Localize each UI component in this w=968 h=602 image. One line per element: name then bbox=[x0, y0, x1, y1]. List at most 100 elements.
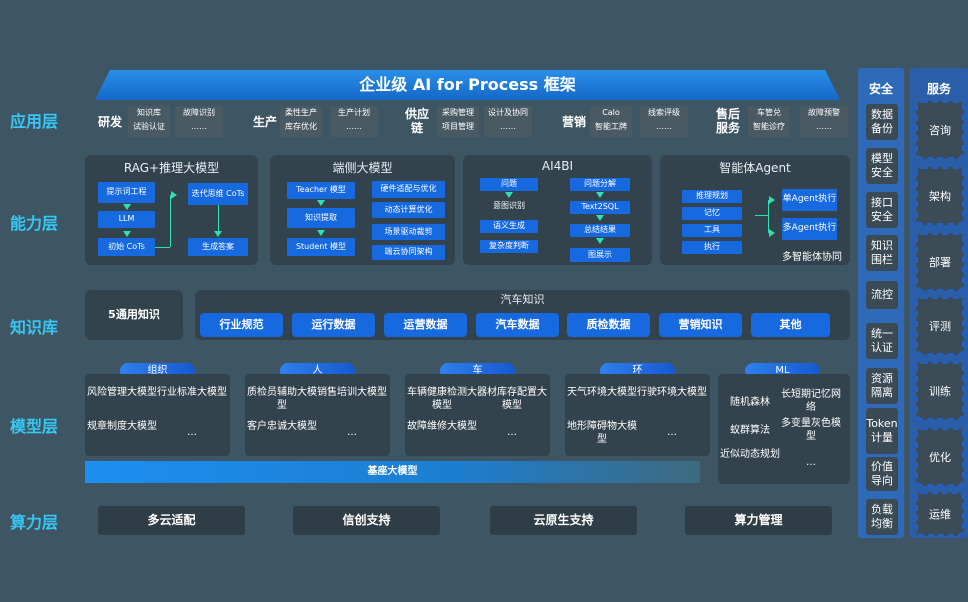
app-scenario-box: 线索评级 …… bbox=[640, 106, 688, 137]
app-scenario-box: Calo 智能工牌 bbox=[590, 106, 632, 137]
rag-llm: LLM bbox=[98, 211, 155, 228]
app-scenario-item: 试验认证 bbox=[133, 122, 165, 131]
app-scenario-item: 设计及协同 bbox=[488, 108, 528, 117]
app-scenario-box: 设计及协同 …… bbox=[484, 106, 532, 137]
app-scenario-item: 线索评级 bbox=[648, 108, 680, 117]
app-scenario-item: 采购管理 bbox=[442, 108, 474, 117]
single-agent: 单Agent执行 bbox=[782, 189, 837, 211]
ml-group: 随机森林 长短期记忆网络 蚁群算法 多变量灰色模型 近似动态规划… bbox=[718, 374, 850, 484]
model-item: 质检员辅助大模型 bbox=[247, 387, 317, 411]
security-item: 流控 bbox=[866, 281, 898, 309]
edge-item: 动态计算优化 bbox=[372, 202, 445, 218]
bi-item: 语义生成 bbox=[480, 220, 538, 233]
knowledge-pill: 其他 bbox=[751, 313, 830, 337]
model-item: … bbox=[507, 427, 517, 438]
app-scenario-box: 采购管理 项目管理 bbox=[437, 106, 479, 137]
rag-init-cots: 初始 CoTs bbox=[98, 238, 155, 256]
bi-item: 问题分解 bbox=[570, 178, 630, 191]
rag-answer: 生成答案 bbox=[188, 238, 248, 256]
arrow-icon bbox=[123, 231, 131, 237]
edge-teacher: Teacher 模型 bbox=[287, 182, 355, 199]
model-item: 车辆健康检测大模型 bbox=[407, 387, 477, 411]
bi-item: 总结结果 bbox=[570, 224, 630, 237]
app-scenario-item: 生产计划 bbox=[338, 108, 370, 117]
model-item: 客户忠诚大模型 bbox=[247, 421, 317, 432]
app-scenario-item: 智能工牌 bbox=[595, 122, 627, 131]
app-scenario-item: 故障识别 bbox=[183, 108, 215, 117]
security-item: Token计量 bbox=[866, 408, 898, 454]
bi-item: 复杂度判断 bbox=[480, 240, 538, 253]
edge-item: 场景驱动裁剪 bbox=[372, 224, 445, 240]
security-item: 数据备份 bbox=[866, 104, 898, 140]
app-domain-label: 供应链 bbox=[404, 107, 429, 135]
compute-box: 云原生支持 bbox=[490, 506, 637, 535]
bi-intent: 意图识别 bbox=[493, 201, 525, 210]
app-domain-label: 营销 bbox=[561, 115, 586, 129]
app-scenario-item: …… bbox=[816, 122, 832, 131]
arrow-icon bbox=[505, 192, 513, 198]
ml-item: … bbox=[806, 457, 816, 468]
model-item: … bbox=[667, 427, 677, 438]
model-item: … bbox=[347, 427, 357, 438]
model-item: … bbox=[187, 427, 197, 438]
agent-item: 记忆 bbox=[682, 207, 742, 220]
agent-caption: 多智能体协同 bbox=[782, 252, 842, 263]
compute-box: 信创支持 bbox=[293, 506, 440, 535]
app-scenario-item: 知识库 bbox=[137, 108, 161, 117]
service-item: 架构 bbox=[916, 167, 964, 225]
agent-item: 执行 bbox=[682, 241, 742, 254]
model-item: 规章制度大模型 bbox=[87, 421, 157, 432]
security-item: 模型安全 bbox=[866, 148, 898, 184]
service-item: 运维 bbox=[916, 492, 964, 536]
agent-panel: 智能体Agent 推理规划 记忆 工具 执行 单Agent执行 多Agent执行… bbox=[660, 155, 850, 265]
app-scenario-box: 生产计划 …… bbox=[330, 106, 378, 137]
edge-extract: 知识提取 bbox=[287, 208, 355, 228]
security-item: 价值导向 bbox=[866, 457, 898, 491]
app-scenario-item: 故障预警 bbox=[808, 108, 840, 117]
knowledge-pill: 质检数据 bbox=[567, 313, 650, 337]
ai4bi-panel: AI4BI 问题 意图识别 语义生成 复杂度判断 问题分解 Text2SQL 总… bbox=[463, 155, 652, 265]
service-item: 部署 bbox=[916, 233, 964, 291]
service-item: 咨询 bbox=[916, 101, 964, 159]
arrow-icon bbox=[317, 230, 325, 236]
service-item: 训练 bbox=[916, 362, 964, 420]
model-group: 质检员辅助大模型 销售培训大模型客户忠诚大模型 … bbox=[245, 374, 390, 456]
knowledge-pill: 营销知识 bbox=[659, 313, 742, 337]
app-scenario-item: 车管兑 bbox=[757, 108, 781, 117]
rag-title: RAG+推理大模型 bbox=[123, 161, 220, 175]
service-item: 评测 bbox=[916, 297, 964, 355]
security-title: 安全 bbox=[868, 82, 893, 96]
model-group: 风险管理大模型 行业标准大模型规章制度大模型 … bbox=[85, 374, 230, 456]
model-group: 天气环境大模型 行驶环境大模型 地形障碍物大模型… bbox=[565, 374, 710, 456]
ml-item: 长短期记忆网络 bbox=[781, 389, 841, 413]
model-item: 故障维修大模型 bbox=[407, 421, 477, 432]
edge-item: 硬件适配与优化 bbox=[372, 181, 445, 198]
edge-student: Student 模型 bbox=[287, 238, 355, 256]
app-domain-label: 生产 bbox=[252, 115, 277, 129]
app-scenario-box: 柔性生产 库存优化 bbox=[280, 106, 322, 137]
arrow-icon bbox=[769, 229, 775, 237]
app-scenario-item: …… bbox=[191, 122, 207, 131]
bi-item: 图展示 bbox=[570, 248, 630, 262]
agent-item: 工具 bbox=[682, 224, 742, 237]
app-domain-label: 研发 bbox=[97, 115, 122, 129]
knowledge-pill: 运营数据 bbox=[384, 313, 467, 337]
edge-model-panel: 端侧大模型 Teacher 模型 知识提取 Student 模型 硬件适配与优化… bbox=[270, 155, 455, 265]
model-item: 销售培训大模型 bbox=[317, 387, 387, 398]
layer-label-model: 模型层 bbox=[10, 417, 59, 436]
model-item: 天气环境大模型 bbox=[567, 387, 637, 398]
arrow-icon bbox=[171, 191, 177, 199]
framework-title: 企业级 AI for Process 框架 bbox=[95, 70, 840, 100]
agent-title: 智能体Agent bbox=[719, 161, 791, 175]
knowledge-pill: 运行数据 bbox=[292, 313, 375, 337]
app-scenario-item: …… bbox=[500, 122, 516, 131]
edge-item: 端云协同架构 bbox=[372, 245, 445, 260]
model-item: 行业标准大模型 bbox=[157, 387, 227, 398]
app-scenario-item: 柔性生产 bbox=[285, 108, 317, 117]
model-item: 风险管理大模型 bbox=[87, 387, 157, 398]
rag-panel: RAG+推理大模型 提示词工程 LLM 初始 CoTs 迭代思维 CoTs 生成… bbox=[85, 155, 258, 265]
arrow-icon bbox=[769, 196, 775, 204]
service-item: 优化 bbox=[916, 428, 964, 486]
knowledge-pill: 行业规范 bbox=[200, 313, 283, 337]
app-scenario-box: 故障识别 …… bbox=[175, 106, 223, 137]
